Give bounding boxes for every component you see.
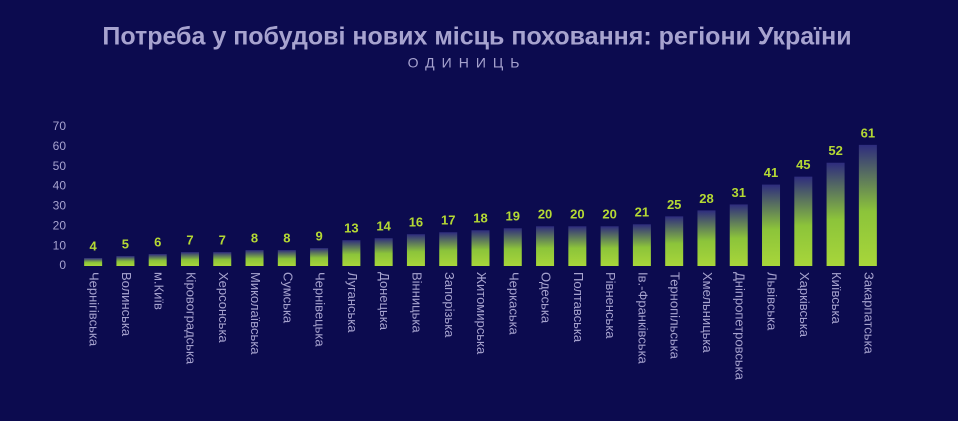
x-tick-label: Чернігівська	[87, 272, 102, 347]
bar	[762, 184, 781, 266]
bar	[310, 248, 329, 266]
x-tick-label: Хмельницька	[700, 272, 715, 353]
bar	[503, 228, 522, 266]
value-label: 28	[699, 191, 713, 206]
bar	[84, 258, 103, 266]
value-label: 19	[506, 209, 520, 224]
bar	[471, 230, 490, 266]
value-label: 9	[315, 229, 322, 244]
y-tick-label: 0	[59, 258, 66, 272]
y-tick-label: 30	[53, 199, 67, 213]
value-label: 16	[409, 215, 423, 230]
bar	[697, 210, 716, 266]
value-label: 8	[283, 231, 290, 246]
value-label: 52	[828, 143, 842, 158]
y-tick-label: 10	[53, 238, 67, 252]
value-label: 20	[538, 207, 552, 222]
x-tick-label: Київська	[829, 272, 844, 324]
value-label: 4	[90, 238, 98, 253]
bar	[794, 176, 813, 266]
x-tick-label: Закарпатська	[861, 272, 876, 355]
y-tick-label: 40	[53, 179, 67, 193]
value-label: 17	[441, 213, 455, 228]
x-tick-label: Вінницька	[410, 272, 425, 333]
value-label: 18	[473, 211, 487, 226]
x-tick-label: Чернівецька	[313, 272, 328, 347]
value-label: 6	[154, 235, 161, 250]
bar	[729, 204, 748, 266]
x-tick-label: Запорізька	[442, 272, 457, 338]
value-label: 14	[376, 219, 391, 234]
value-label: 41	[764, 165, 778, 180]
y-tick-label: 50	[53, 159, 67, 173]
bar	[277, 250, 296, 266]
value-label: 21	[635, 205, 649, 220]
x-tick-label: Сумська	[280, 272, 295, 324]
value-label: 25	[667, 197, 681, 212]
y-tick-label: 20	[53, 218, 67, 232]
y-tick-label: 70	[53, 119, 67, 133]
value-label: 45	[796, 157, 810, 172]
x-tick-label: Львівська	[765, 272, 780, 331]
x-tick-label: Харківська	[797, 272, 812, 338]
bar	[245, 250, 264, 266]
x-tick-label: Дніпропетровська	[732, 272, 747, 381]
x-tick-label: Черкаська	[506, 272, 521, 336]
bar	[148, 254, 167, 266]
x-tick-label: м.Київ	[151, 272, 166, 310]
value-label: 31	[732, 185, 746, 200]
x-tick-label: Тернопільська	[668, 272, 683, 360]
y-tick-label: 60	[53, 139, 67, 153]
bar	[180, 252, 199, 266]
value-label: 5	[122, 237, 129, 252]
x-tick-label: Херсонська	[216, 272, 231, 343]
value-label: 8	[251, 231, 258, 246]
chart-title: Потреба у побудові нових місць поховання…	[102, 23, 851, 51]
x-tick-label: Рівненська	[603, 272, 618, 339]
value-label: 13	[344, 221, 358, 236]
value-label: 20	[602, 207, 616, 222]
bar	[600, 226, 619, 266]
bar	[439, 232, 458, 266]
bar	[374, 238, 393, 266]
bar	[116, 256, 135, 266]
value-label: 7	[219, 233, 226, 248]
x-tick-label: Миколаївська	[248, 272, 263, 355]
x-tick-label: Донецька	[377, 272, 392, 331]
x-tick-label: Ів.-Франківська	[635, 272, 650, 365]
bar	[858, 144, 877, 266]
x-tick-label: Одеська	[539, 272, 554, 324]
bar	[342, 240, 361, 266]
x-tick-label: Луганська	[345, 272, 360, 333]
x-tick-label: Волинська	[119, 272, 134, 337]
x-tick-label: Житомирська	[474, 272, 489, 355]
bar	[632, 224, 651, 266]
bar	[826, 162, 845, 266]
x-tick-label: Полтавська	[571, 272, 586, 343]
bar	[665, 216, 684, 266]
x-tick-label: Кіровоградська	[184, 272, 199, 365]
bar	[568, 226, 587, 266]
bar	[213, 252, 232, 266]
value-label: 61	[861, 125, 875, 140]
bar	[536, 226, 555, 266]
value-label: 20	[570, 207, 584, 222]
bar	[406, 234, 425, 266]
value-label: 7	[186, 233, 193, 248]
chart-subtitle: ОДИНИЦЬ	[408, 55, 527, 71]
